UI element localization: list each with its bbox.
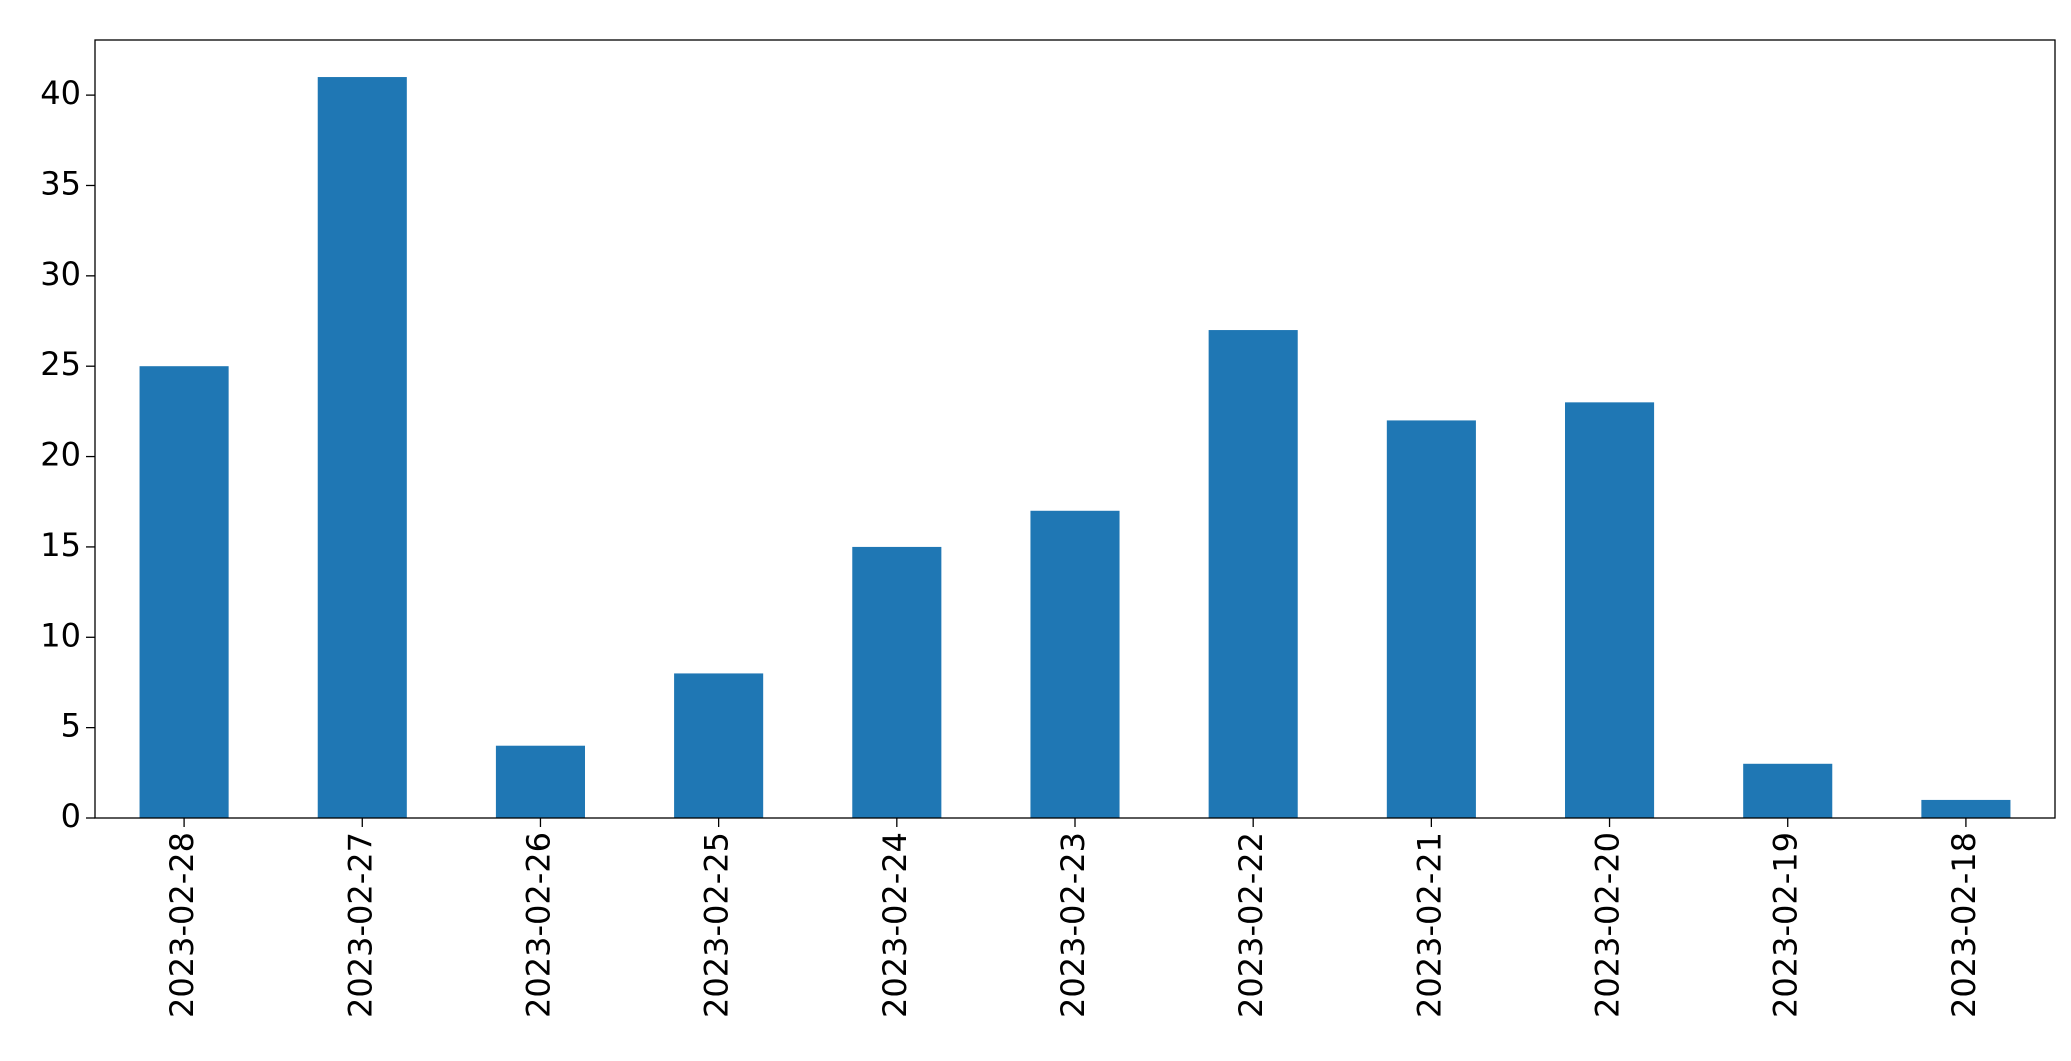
bar: [139, 366, 229, 818]
y-tick-label: 35: [40, 164, 81, 202]
x-tick-label: 2023-02-23: [1054, 832, 1092, 1018]
bar: [1030, 510, 1120, 818]
x-tick-label: 2023-02-24: [876, 832, 914, 1018]
plot-frame: [94, 39, 2056, 819]
x-tick-label: 2023-02-21: [1410, 832, 1448, 1018]
y-tick-label: 0: [61, 797, 81, 835]
x-tick-label: 2023-02-20: [1589, 832, 1627, 1018]
x-tick-label: 2023-02-22: [1232, 832, 1270, 1018]
x-tick-label: 2023-02-28: [163, 832, 201, 1018]
bar: [1743, 763, 1833, 818]
y-tick-label: 5: [61, 707, 81, 745]
y-tick-label: 40: [40, 74, 81, 112]
x-tick-label: 2023-02-18: [1945, 832, 1983, 1018]
y-tick-label: 30: [40, 255, 81, 293]
bar: [1921, 799, 2011, 818]
y-tick-label: 20: [40, 436, 81, 474]
x-tick-label: 2023-02-26: [519, 832, 557, 1018]
bar: [1386, 420, 1476, 818]
x-tick-label: 2023-02-19: [1767, 832, 1805, 1018]
bar: [495, 745, 585, 818]
y-tick-label: 15: [40, 526, 81, 564]
y-tick-label: 25: [40, 345, 81, 383]
bar: [317, 77, 407, 819]
bar: [674, 673, 764, 818]
y-tick-label: 10: [40, 616, 81, 654]
bar: [852, 546, 942, 818]
x-tick-label: 2023-02-25: [698, 832, 736, 1018]
bar: [1565, 402, 1655, 818]
bar: [1208, 330, 1298, 818]
x-tick-label: 2023-02-27: [341, 832, 379, 1018]
